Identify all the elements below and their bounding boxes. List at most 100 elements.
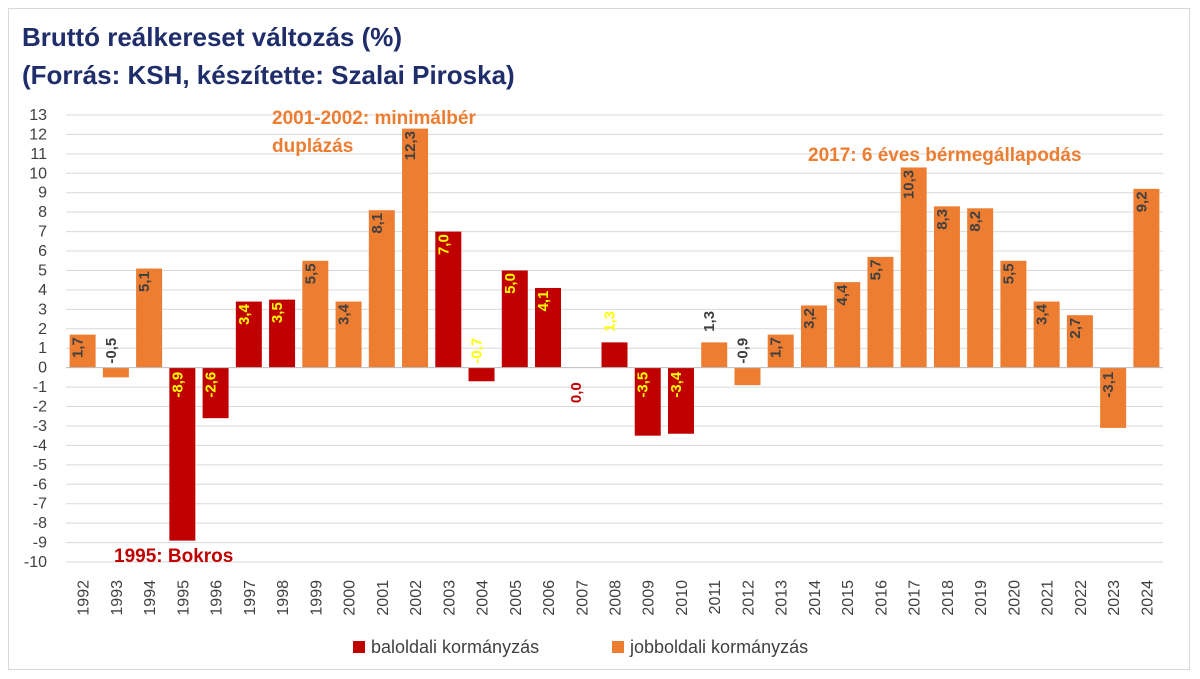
annotation-minimalber: duplázás <box>272 136 353 157</box>
y-tick-label: -7 <box>33 496 47 513</box>
x-tick-label: 2011 <box>707 580 724 615</box>
x-tick-label: 2000 <box>342 580 359 616</box>
data-label-2020: 5,5 <box>1000 263 1017 284</box>
bar-2017 <box>900 167 927 368</box>
y-tick-label: 7 <box>38 224 47 241</box>
data-label-2006: 4,1 <box>535 291 552 312</box>
data-label-2024: 9,2 <box>1133 191 1150 212</box>
bar-2022 <box>1066 315 1093 368</box>
y-tick-label: -10 <box>24 554 47 571</box>
bar-2011 <box>701 342 728 368</box>
x-tick-label: 2008 <box>608 580 625 616</box>
data-label-1992: 1,7 <box>70 337 87 358</box>
x-tick-label: 2002 <box>408 580 425 616</box>
x-tick-label: 2014 <box>807 580 824 616</box>
data-label-1994: 5,1 <box>136 271 153 292</box>
data-label-2000: 3,4 <box>336 303 353 325</box>
data-label-2021: 3,4 <box>1034 303 1051 325</box>
x-tick-label: 2021 <box>1040 580 1057 616</box>
legend-label-jobb: jobboldali kormányzás <box>629 637 808 657</box>
y-tick-label: 4 <box>38 282 47 299</box>
bar-2015 <box>834 282 861 368</box>
y-tick-label: 5 <box>38 262 47 279</box>
y-tick-label: 2 <box>38 321 47 338</box>
y-tick-label: 1 <box>38 340 47 357</box>
x-tick-label: 1992 <box>76 580 93 616</box>
annotation-minimalber: 2001-2002: minimálbér <box>272 108 476 129</box>
data-label-2005: 5,0 <box>502 273 519 294</box>
legend-swatch-bal <box>353 641 365 653</box>
x-tick-label: 2015 <box>840 580 857 616</box>
bar-2009 <box>634 367 661 436</box>
x-tick-label: 1999 <box>308 580 325 616</box>
bar-2023 <box>1100 367 1127 428</box>
x-tick-label: 2016 <box>873 580 890 616</box>
data-label-2014: 3,2 <box>801 308 818 329</box>
data-label-2002: 12,3 <box>402 131 419 160</box>
y-tick-label: 3 <box>38 301 47 318</box>
data-label-2023: -3,1 <box>1100 372 1117 398</box>
bar-2003 <box>435 231 462 368</box>
y-tick-label: -8 <box>33 515 47 532</box>
legend: baloldali kormányzás jobboldali kormányzá… <box>353 637 808 657</box>
x-tick-label: 2004 <box>475 580 492 616</box>
y-tick-label: -9 <box>33 535 47 552</box>
x-tick-label: 2003 <box>441 580 458 616</box>
x-tick-label: 2001 <box>375 580 392 616</box>
bar-1993 <box>102 367 129 378</box>
bar-2012 <box>734 367 761 386</box>
y-tick-label: 10 <box>29 165 47 182</box>
x-tick-label: 2020 <box>1006 580 1023 616</box>
x-tick-label: 1995 <box>175 580 192 616</box>
data-label-1998: 3,5 <box>269 302 286 323</box>
bar-1995 <box>169 367 196 541</box>
bar-1992 <box>69 334 96 368</box>
data-label-1995: -8,9 <box>169 372 186 398</box>
annotation-bermegallapodas: 2017: 6 éves bérmegállapodás <box>808 145 1082 166</box>
x-tick-label: 1993 <box>109 580 126 616</box>
data-label-2004: -0,7 <box>469 338 486 364</box>
y-tick-label: -1 <box>33 379 47 396</box>
bar-2006 <box>535 287 562 368</box>
x-tick-label: 2009 <box>641 580 658 616</box>
bar-2020 <box>1000 260 1027 368</box>
data-label-2022: 2,7 <box>1067 318 1084 339</box>
bar-2019 <box>967 208 994 368</box>
y-tick-label: -6 <box>33 476 47 493</box>
y-tick-label: 0 <box>38 360 47 377</box>
x-tick-label: 2018 <box>940 580 957 616</box>
data-label-2015: 4,4 <box>834 284 851 306</box>
bar-1997 <box>235 301 262 368</box>
bar-2024 <box>1133 188 1160 368</box>
data-label-2011: 1,3 <box>701 311 718 332</box>
x-tick-label: 2007 <box>574 580 591 616</box>
bar-2008 <box>601 342 628 368</box>
bar-2014 <box>800 305 827 368</box>
data-label-2012: -0,9 <box>734 338 751 364</box>
data-label-2007: 0,0 <box>568 382 585 403</box>
data-label-2010: -3,4 <box>668 371 685 398</box>
bar-1996 <box>202 367 229 419</box>
y-tick-label: 11 <box>30 146 47 163</box>
bar-2001 <box>368 210 395 368</box>
chart-title: Bruttó reálkereset változás (%) <box>22 22 403 52</box>
x-tick-label: 2012 <box>740 580 757 616</box>
data-label-2018: 8,3 <box>934 209 951 230</box>
legend-label-bal: baloldali kormányzás <box>371 637 539 657</box>
data-label-1996: -2,6 <box>203 372 220 398</box>
data-labels: 1,7 -0,5 5,1 -8,9 -2,6 3,4 3,5 5,5 3,4 8,1 12,3 7,0… <box>70 131 1151 403</box>
y-tick-label: -5 <box>33 457 47 474</box>
y-tick-label: 9 <box>38 185 47 202</box>
bar-1998 <box>269 299 296 368</box>
bar-2013 <box>767 334 794 368</box>
data-label-2013: 1,7 <box>768 337 785 358</box>
data-label-2017: 10,3 <box>901 170 918 199</box>
x-tick-label: 2019 <box>973 580 990 616</box>
bar-2010 <box>667 367 694 434</box>
gridlines <box>66 114 1163 563</box>
y-tick-label: -3 <box>33 418 47 435</box>
data-label-2016: 5,7 <box>867 259 884 280</box>
legend-swatch-jobb <box>612 641 624 653</box>
